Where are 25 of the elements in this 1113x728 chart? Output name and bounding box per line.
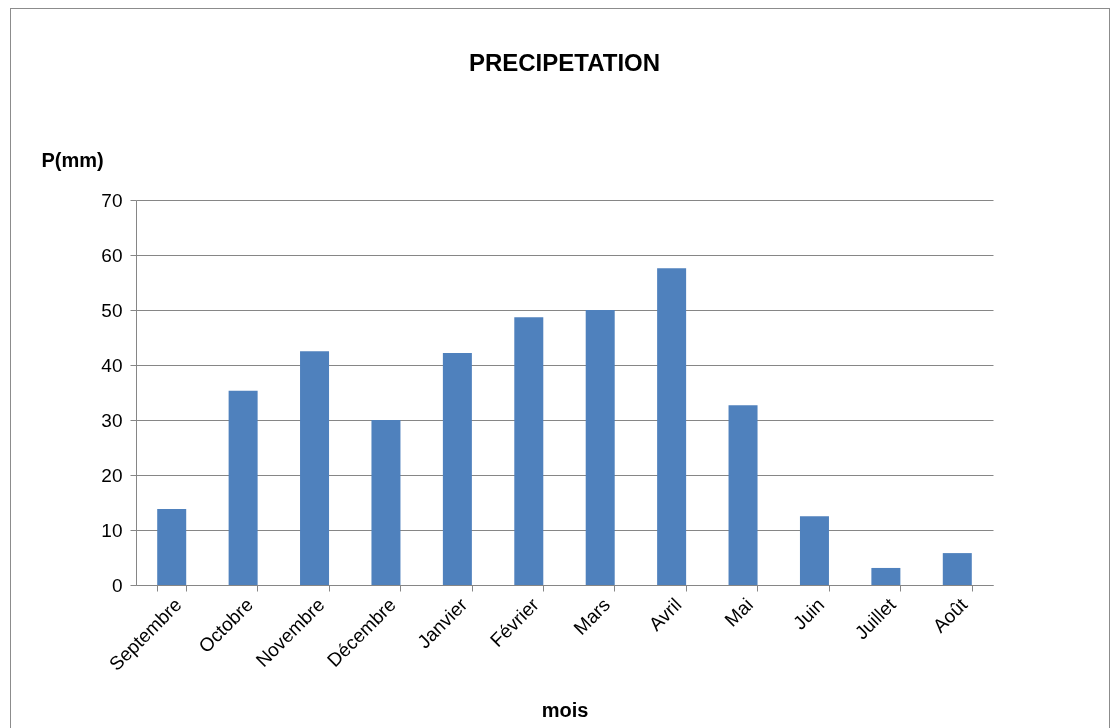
bar — [942, 553, 972, 585]
y-tick-label: 60 — [101, 244, 123, 266]
bar — [514, 317, 544, 585]
y-tick-label: 0 — [111, 574, 123, 596]
y-tick-label: 10 — [101, 519, 123, 541]
bar — [157, 509, 187, 585]
y-tick-label: 20 — [101, 464, 123, 486]
y-tick-label: 50 — [101, 299, 123, 321]
x-tick-label: Juin — [788, 594, 829, 634]
y-tick-label: 40 — [101, 354, 123, 376]
bar — [871, 567, 901, 585]
x-axis-title: mois — [541, 698, 589, 721]
bar — [728, 405, 758, 585]
bar — [228, 390, 258, 585]
y-tick-label: 30 — [101, 409, 123, 431]
bar — [799, 516, 829, 585]
chart-title: PRECIPETATION — [468, 49, 661, 76]
bar — [300, 351, 330, 585]
y-axis-title: P(mm) — [41, 148, 104, 171]
bar — [442, 352, 472, 585]
y-tick-label: 70 — [101, 189, 123, 211]
x-tick-label: Mai — [720, 594, 757, 631]
bar — [371, 420, 401, 585]
bar — [657, 268, 687, 585]
bar — [585, 310, 615, 585]
